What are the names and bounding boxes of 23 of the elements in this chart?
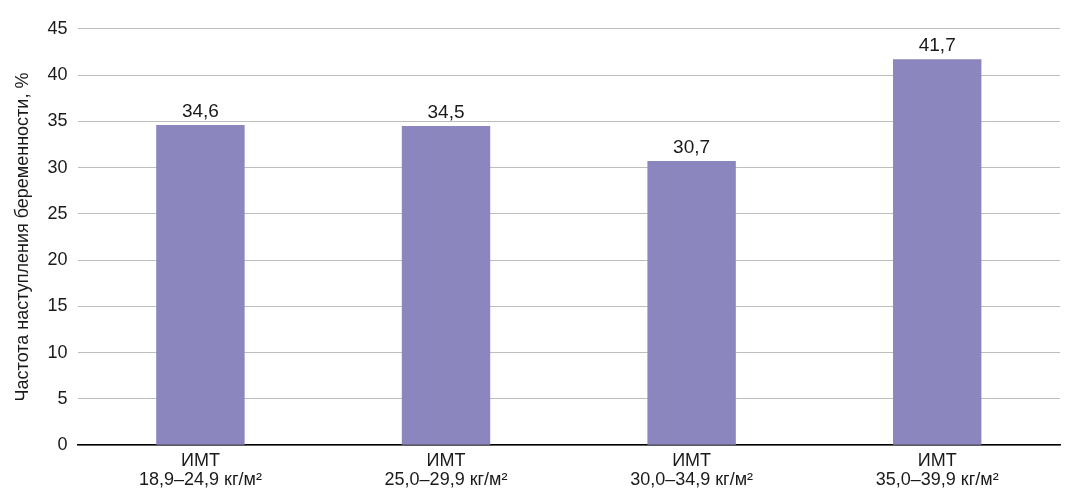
y-tick-label: 15 (47, 295, 68, 316)
bar (156, 125, 245, 445)
y-tick-label: 20 (47, 249, 68, 270)
y-axis-title: Частота наступления беременности, % (11, 72, 32, 402)
y-tick-label: 40 (47, 64, 68, 85)
y-tick-label: 5 (57, 387, 68, 408)
data-label: 30,7 (673, 135, 711, 157)
x-tick-label: ИМТ 30,0–34,9 кг/м² (630, 449, 754, 489)
y-tick-label: 25 (47, 202, 68, 223)
bar (647, 161, 736, 445)
y-tick-label: 30 (47, 156, 68, 177)
bar (893, 59, 982, 445)
data-label: 34,6 (181, 99, 219, 121)
y-tick-label: 35 (47, 110, 68, 131)
y-tick-label: 10 (47, 341, 68, 362)
x-tick-label: ИМТ 18,9–24,9 кг/м² (138, 449, 262, 489)
y-tick-label: 45 (47, 17, 68, 38)
y-tick-label: 0 (57, 434, 68, 455)
data-label: 41,7 (918, 34, 956, 56)
data-label: 34,5 (427, 100, 465, 122)
x-tick-label: ИМТ 25,0–29,9 кг/м² (384, 449, 508, 489)
bar (401, 125, 491, 445)
x-tick-label: ИМТ 35,0–39,9 кг/м² (875, 449, 999, 489)
